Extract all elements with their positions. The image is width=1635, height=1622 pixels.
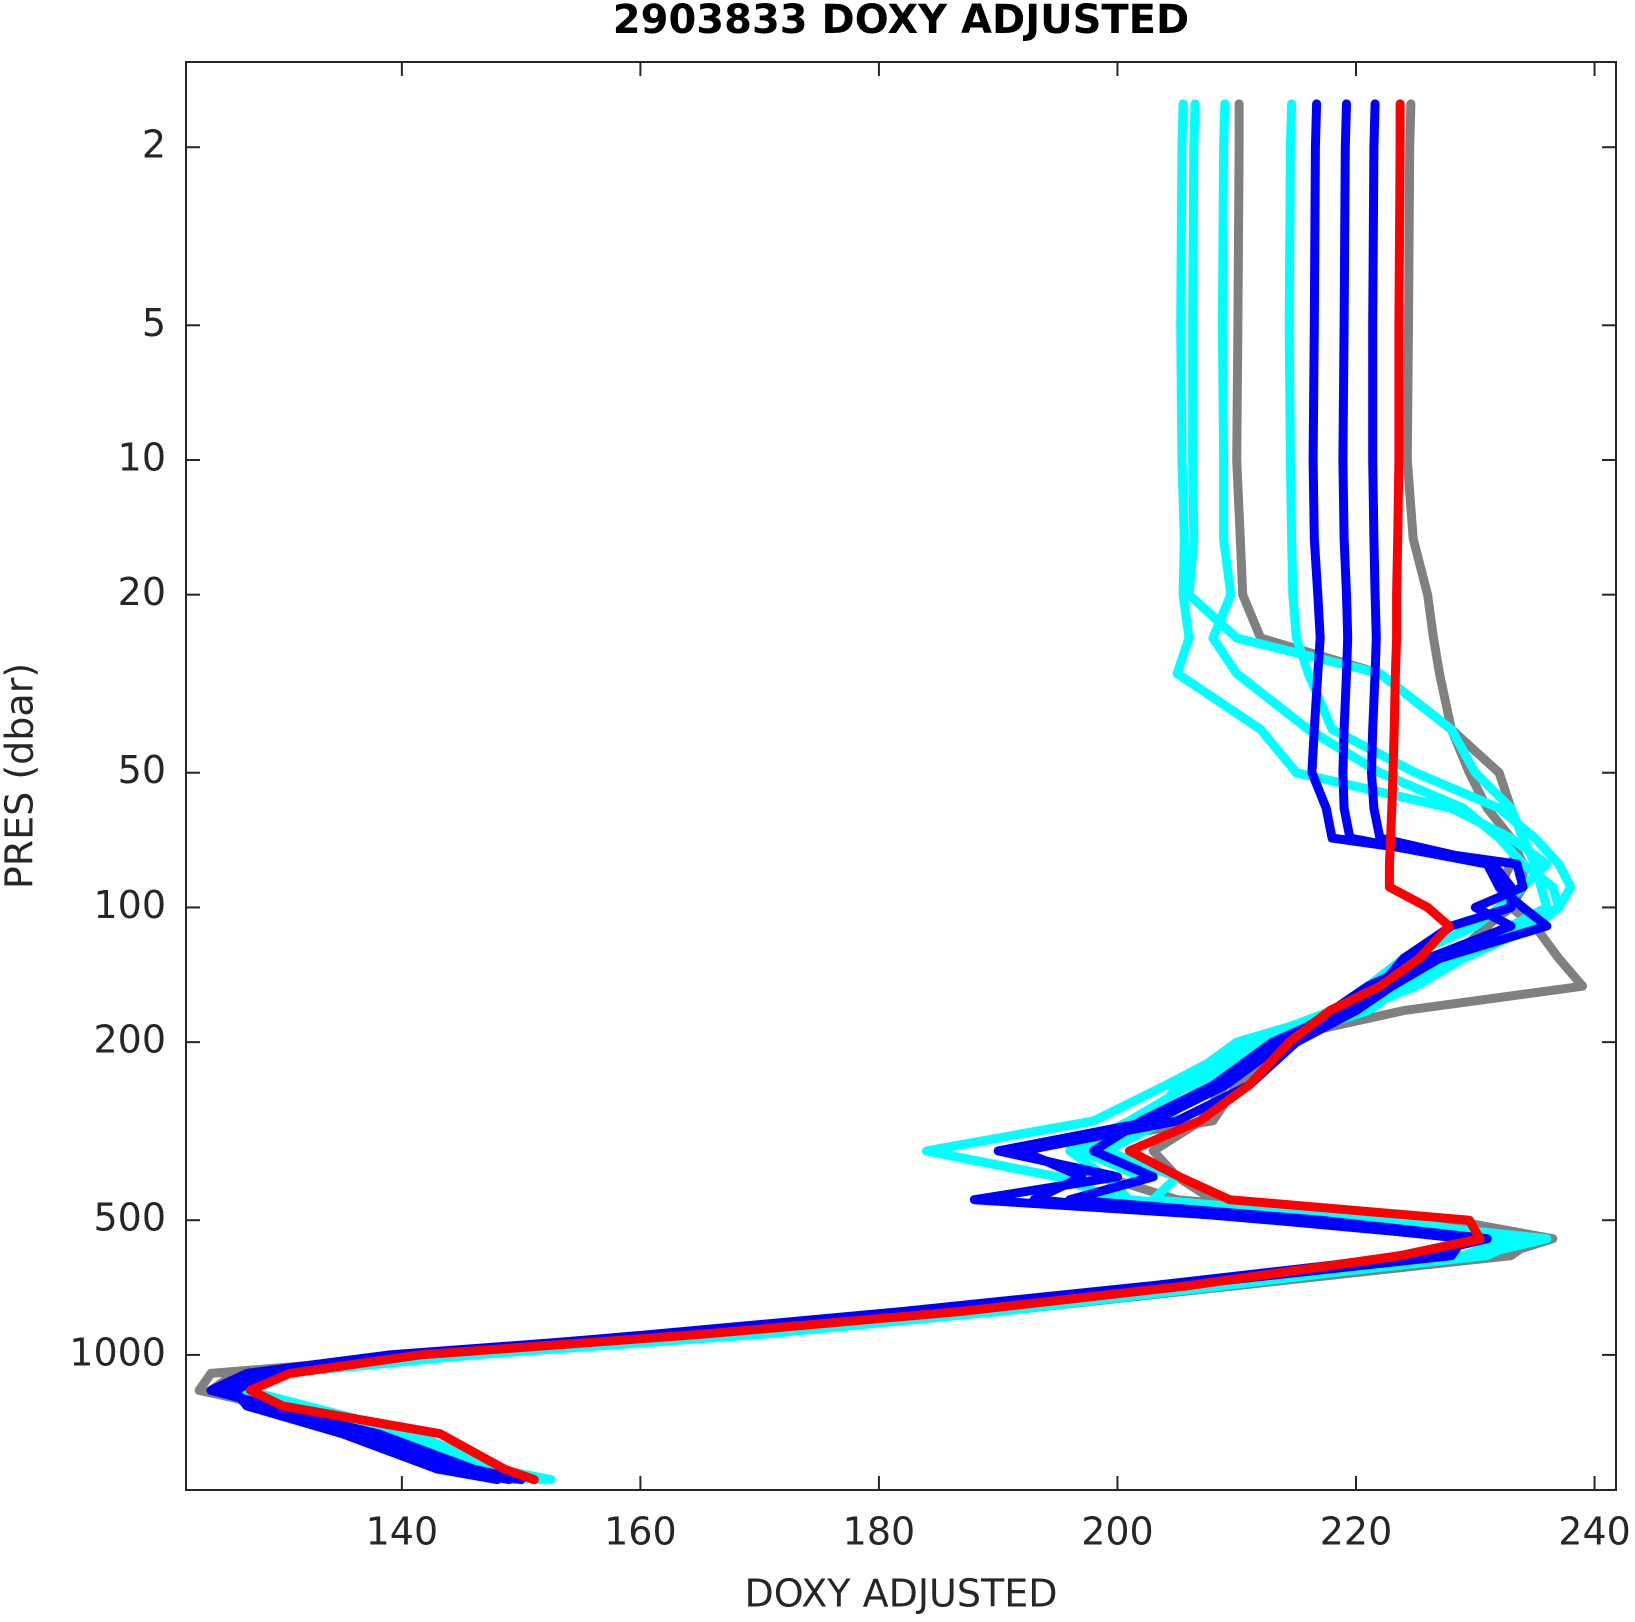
y-axis-label: PRES (dbar) — [0, 663, 42, 889]
y-tick-label: 20 — [118, 570, 166, 614]
x-tick-label: 160 — [604, 1510, 677, 1554]
x-tick-label: 140 — [366, 1510, 439, 1554]
x-tick-label: 180 — [843, 1510, 916, 1554]
y-tick-label: 500 — [93, 1196, 166, 1240]
y-tick-label: 100 — [93, 883, 166, 927]
y-tick-label: 2 — [142, 123, 166, 167]
y-tick-label: 1000 — [69, 1330, 166, 1374]
x-axis-label: DOXY ADJUSTED — [745, 1572, 1058, 1616]
y-tick-label: 10 — [118, 435, 166, 479]
plot-frame — [185, 61, 1617, 1491]
y-tick-label: 5 — [142, 301, 166, 345]
y-tick-label: 200 — [93, 1018, 166, 1062]
y-tick-label: 50 — [118, 748, 166, 792]
profile-line — [245, 99, 1485, 1485]
x-tick-label: 240 — [1558, 1510, 1631, 1554]
profile-line — [218, 99, 1528, 1485]
chart-title: 2903833 DOXY ADJUSTED — [613, 0, 1189, 43]
x-tick-label: 220 — [1320, 1510, 1393, 1554]
x-tick-label: 200 — [1081, 1510, 1154, 1554]
